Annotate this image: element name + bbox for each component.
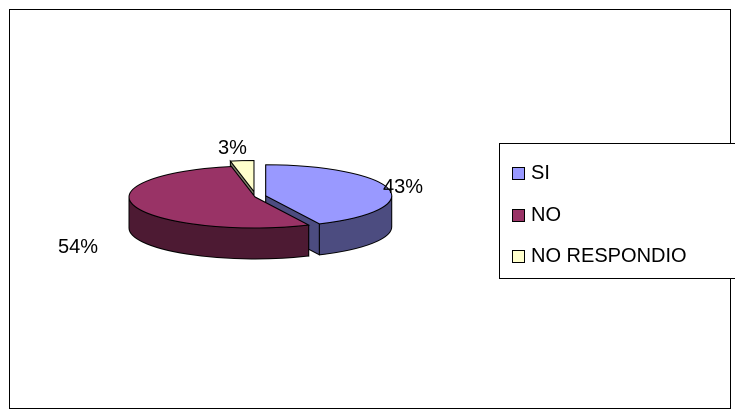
legend-swatch-si — [512, 166, 525, 180]
data-label-no-respondio: 3% — [218, 137, 247, 159]
legend-label-no: NO — [531, 203, 561, 226]
legend-swatch-no — [512, 208, 525, 222]
slice-no — [128, 165, 311, 260]
legend-label-no-respondio: NO RESPONDIO — [531, 244, 687, 267]
slice-no-respondio-top — [229, 160, 255, 193]
data-label-si: 43% — [383, 176, 423, 198]
legend-item-no-respondio: NO RESPONDIO — [512, 245, 687, 267]
legend-label-si: SI — [531, 161, 550, 184]
legend-item-si: SI — [512, 162, 550, 184]
legend: SI NO NO RESPONDIO — [499, 143, 735, 279]
data-label-no: 54% — [58, 236, 98, 258]
legend-item-no: NO — [512, 204, 561, 226]
slice-si-top — [265, 164, 393, 225]
slice-no-top — [128, 166, 311, 229]
legend-swatch-no-respondio — [512, 249, 525, 263]
